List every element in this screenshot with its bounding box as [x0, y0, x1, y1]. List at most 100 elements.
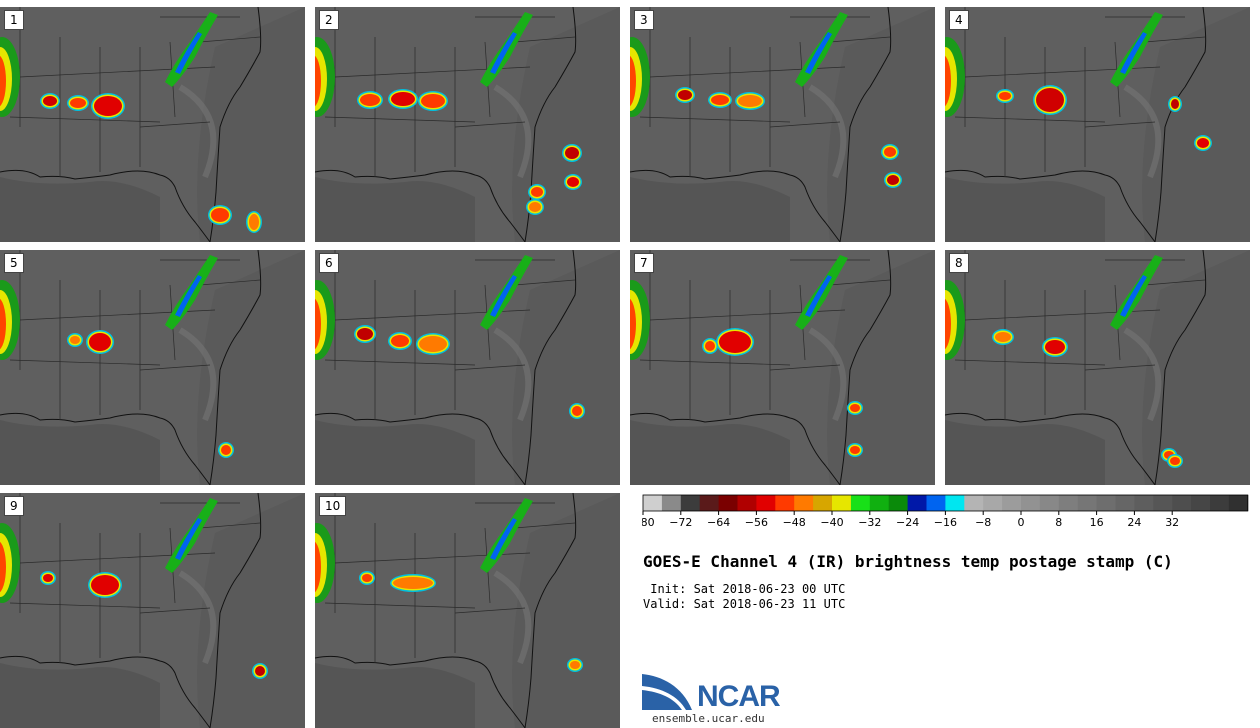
state-boundary	[454, 607, 526, 614]
state-boundary	[454, 364, 526, 371]
storm-core	[705, 341, 715, 351]
state-boundary	[1144, 36, 1206, 43]
cloud-streak	[1123, 327, 1162, 422]
storm-core	[995, 332, 1011, 342]
colorbar-tick-label: −8	[975, 516, 991, 529]
state-boundary	[454, 121, 526, 128]
storm-core	[1170, 457, 1180, 465]
state-boundary	[324, 116, 476, 123]
ensemble-member-panel: 3	[630, 7, 935, 242]
northeast-cloud-core	[490, 32, 517, 74]
atlantic-region	[512, 7, 620, 242]
colorbar-tick-label: −24	[896, 516, 919, 529]
state-boundary	[1084, 121, 1156, 128]
atlantic-region	[827, 7, 935, 242]
state-boundary	[1144, 279, 1206, 286]
colorbar-tick-label: 24	[1127, 516, 1141, 529]
ir-map	[315, 493, 620, 728]
ir-map	[630, 7, 935, 242]
cloud-streak	[493, 570, 532, 665]
state-boundary	[769, 364, 841, 371]
gulf-region	[0, 663, 160, 728]
state-boundary	[9, 602, 161, 609]
ensemble-member-panel: 8	[945, 250, 1250, 485]
ir-map	[315, 7, 620, 242]
storm-core	[565, 147, 579, 159]
colorbar-tick-label: 8	[1055, 516, 1062, 529]
ir-map	[0, 7, 305, 242]
storm-core	[738, 95, 762, 107]
storm-core	[357, 328, 373, 340]
storm-core	[419, 336, 447, 352]
state-boundary	[9, 116, 161, 123]
state-boundary	[199, 36, 261, 43]
colorbar-segment	[1172, 495, 1192, 511]
colorbar-segment	[1096, 495, 1116, 511]
storm-core	[94, 96, 122, 116]
state-boundary	[514, 36, 576, 43]
colorbar-segment	[1191, 495, 1211, 511]
ensemble-member-panel: 6	[315, 250, 620, 485]
storm-core	[421, 94, 445, 108]
storm-core	[70, 98, 86, 108]
northeast-cloud-core	[805, 32, 832, 74]
state-boundary	[639, 359, 791, 366]
gulf-region	[945, 420, 1105, 485]
colorbar-segment	[1153, 495, 1173, 511]
northeast-cloud-core	[1120, 275, 1147, 317]
state-boundary	[829, 279, 891, 286]
init-time: Init: Sat 2018-06-23 00 UTC	[643, 582, 846, 596]
colorbar-segment	[775, 495, 795, 511]
panel-number-label: 2	[319, 10, 339, 30]
storm-core	[211, 208, 229, 222]
cloud-streak	[808, 84, 847, 179]
colorbar-tick-label: −80	[642, 516, 655, 529]
west-cloud-core	[0, 55, 6, 107]
ir-map	[945, 250, 1250, 485]
storm-core	[255, 666, 265, 676]
storm-core	[70, 336, 80, 344]
atlantic-region	[197, 250, 305, 485]
panel-number-label: 10	[319, 496, 347, 516]
colorbar-segment	[945, 495, 965, 511]
colorbar-tick-label: −56	[745, 516, 768, 529]
storm-core	[1171, 99, 1179, 109]
colorbar-tick-label: −64	[707, 516, 730, 529]
cloud-streak	[178, 327, 217, 422]
coastline	[945, 250, 1207, 485]
gulf-region	[630, 177, 790, 242]
storm-core	[531, 187, 543, 197]
coastline	[0, 7, 262, 242]
colorbar-segment	[926, 495, 946, 511]
colorbar-segment	[832, 495, 852, 511]
ir-map	[630, 250, 935, 485]
colorbar-segment	[850, 495, 871, 511]
colorbar-segment	[661, 495, 682, 511]
ensemble-url: ensemble.ucar.edu	[652, 712, 765, 725]
ensemble-member-panel: 2	[315, 7, 620, 242]
colorbar-tick-label: −16	[934, 516, 957, 529]
ensemble-member-panel: 7	[630, 250, 935, 485]
ir-map	[315, 250, 620, 485]
ir-map	[945, 7, 1250, 242]
cloud-streak	[178, 84, 217, 179]
colorbar-tick-label: 16	[1090, 516, 1104, 529]
storm-core	[850, 446, 860, 454]
panel-number-label: 5	[4, 253, 24, 273]
panel-number-label: 6	[319, 253, 339, 273]
colorbar-segment	[680, 495, 701, 511]
storm-core	[1197, 138, 1209, 148]
west-cloud-core	[630, 55, 636, 107]
storm-core	[850, 404, 860, 412]
colorbar-segment	[888, 495, 908, 511]
state-boundary	[324, 602, 476, 609]
northeast-cloud-core	[490, 518, 517, 560]
storm-core	[678, 90, 692, 100]
storm-core	[249, 214, 259, 230]
figure-title: GOES-E Channel 4 (IR) brightness temp po…	[643, 552, 1173, 571]
storm-core	[360, 94, 380, 106]
panel-number-label: 4	[949, 10, 969, 30]
state-boundary	[954, 116, 1106, 123]
colorbar-tick-label: −72	[669, 516, 692, 529]
coastline	[630, 7, 892, 242]
